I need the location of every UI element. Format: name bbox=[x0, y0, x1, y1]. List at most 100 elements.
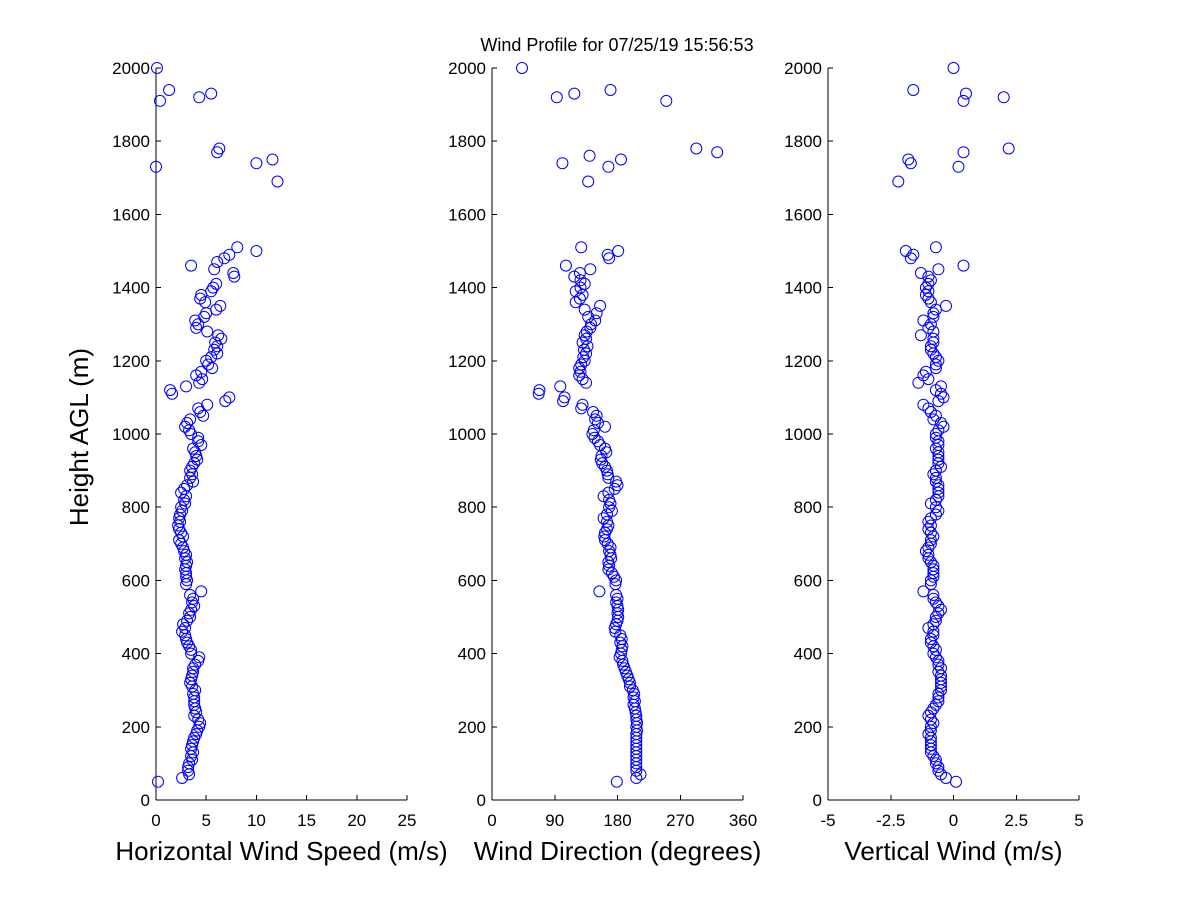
y-tick-label: 1400 bbox=[784, 279, 822, 298]
data-point bbox=[189, 658, 202, 671]
data-point bbox=[922, 523, 935, 536]
data-point bbox=[185, 259, 198, 272]
data-point bbox=[592, 417, 604, 429]
data-markers bbox=[516, 62, 724, 788]
figure-title: Wind Profile for 07/25/19 15:56:53 bbox=[480, 35, 753, 55]
data-point bbox=[927, 717, 940, 730]
x-axis-label: Wind Direction (degrees) bbox=[474, 836, 762, 866]
data-point bbox=[581, 340, 594, 353]
data-point bbox=[576, 373, 589, 386]
data-point bbox=[935, 387, 947, 400]
data-point bbox=[608, 482, 621, 495]
data-point bbox=[922, 292, 935, 305]
data-point bbox=[187, 735, 200, 748]
data-point bbox=[929, 596, 942, 609]
data-point bbox=[922, 709, 935, 722]
data-point bbox=[612, 245, 625, 257]
data-point bbox=[927, 570, 940, 583]
data-point bbox=[250, 157, 263, 170]
data-point bbox=[188, 709, 201, 722]
data-point bbox=[924, 274, 937, 287]
data-point bbox=[602, 160, 615, 173]
data-point bbox=[152, 775, 164, 788]
data-point bbox=[947, 62, 960, 74]
data-point bbox=[179, 497, 192, 510]
y-tick-label: 1200 bbox=[448, 352, 486, 371]
data-point bbox=[574, 274, 587, 287]
data-point bbox=[932, 457, 945, 470]
data-point bbox=[178, 493, 191, 506]
data-point bbox=[218, 252, 231, 265]
data-point bbox=[602, 556, 615, 569]
data-point bbox=[163, 84, 176, 96]
data-point bbox=[179, 629, 192, 642]
data-point bbox=[927, 413, 940, 426]
subplot-3: 0 200 400 600 800 1000 1200 1400 1600 1800 2000 -5 -… bbox=[784, 59, 1084, 866]
data-point bbox=[927, 468, 940, 481]
data-point bbox=[932, 600, 945, 612]
data-point bbox=[585, 318, 597, 331]
data-point bbox=[194, 406, 207, 418]
subplot-2: 0 200 400 600 800 1000 1200 1400 1600 1800 2000 0 90… bbox=[448, 59, 761, 866]
data-point bbox=[185, 647, 198, 660]
x-tick-label: 0 bbox=[487, 811, 496, 830]
data-point bbox=[191, 724, 204, 737]
data-point bbox=[587, 406, 600, 418]
data-point bbox=[190, 450, 203, 462]
data-point bbox=[179, 420, 192, 433]
data-point bbox=[166, 387, 179, 400]
data-point bbox=[569, 296, 582, 309]
data-point bbox=[582, 175, 595, 188]
data-point bbox=[183, 768, 196, 781]
data-point bbox=[568, 87, 581, 100]
y-tick-label: 800 bbox=[458, 498, 486, 517]
data-point bbox=[184, 471, 197, 484]
data-point bbox=[927, 347, 940, 360]
data-point bbox=[904, 252, 917, 265]
data-point bbox=[957, 94, 970, 107]
data-point bbox=[190, 321, 203, 334]
data-point bbox=[594, 299, 607, 312]
data-point bbox=[924, 742, 937, 755]
data-point bbox=[957, 146, 970, 159]
x-tick-label: 0 bbox=[151, 811, 160, 830]
data-point bbox=[927, 567, 940, 580]
y-tick-label: 1000 bbox=[784, 425, 822, 444]
data-point bbox=[935, 680, 947, 693]
data-point bbox=[927, 530, 940, 543]
data-point bbox=[711, 146, 724, 159]
data-point bbox=[914, 329, 927, 342]
y-tick-label: 2000 bbox=[448, 59, 486, 78]
data-point bbox=[624, 676, 636, 689]
y-tick-label: 0 bbox=[141, 791, 150, 810]
data-point bbox=[924, 512, 937, 525]
data-point bbox=[151, 62, 163, 74]
data-point bbox=[575, 402, 588, 415]
data-point bbox=[181, 556, 194, 569]
data-point bbox=[594, 439, 607, 451]
y-tick-label: 1800 bbox=[448, 132, 486, 151]
y-tick-label: 0 bbox=[813, 791, 822, 810]
data-point bbox=[615, 153, 627, 166]
data-point bbox=[589, 413, 602, 426]
data-point bbox=[603, 559, 616, 572]
data-point bbox=[556, 157, 569, 170]
y-tick-label: 2000 bbox=[112, 59, 150, 78]
data-point bbox=[616, 654, 629, 667]
data-point bbox=[929, 753, 942, 766]
y-tick-label: 1600 bbox=[448, 205, 486, 224]
data-point bbox=[929, 471, 942, 484]
x-tick-label: 270 bbox=[666, 811, 694, 830]
data-point bbox=[186, 753, 199, 766]
data-point bbox=[924, 574, 937, 587]
y-tick-label: 400 bbox=[794, 645, 822, 664]
x-tick-label: -2.5 bbox=[876, 811, 905, 830]
data-point bbox=[202, 358, 215, 371]
y-tick-label: 0 bbox=[477, 791, 486, 810]
data-point bbox=[929, 475, 942, 488]
data-point bbox=[602, 471, 615, 484]
data-point bbox=[907, 248, 920, 261]
data-point bbox=[940, 299, 952, 312]
